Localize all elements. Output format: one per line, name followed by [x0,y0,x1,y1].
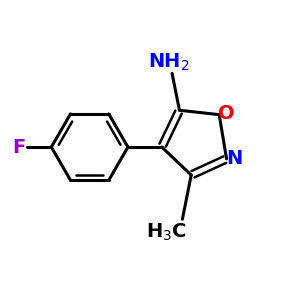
Text: O: O [218,104,235,123]
Text: H$_3$C: H$_3$C [146,222,187,243]
Text: N: N [227,149,243,168]
Text: NH$_2$: NH$_2$ [148,52,190,73]
Text: F: F [12,138,26,157]
